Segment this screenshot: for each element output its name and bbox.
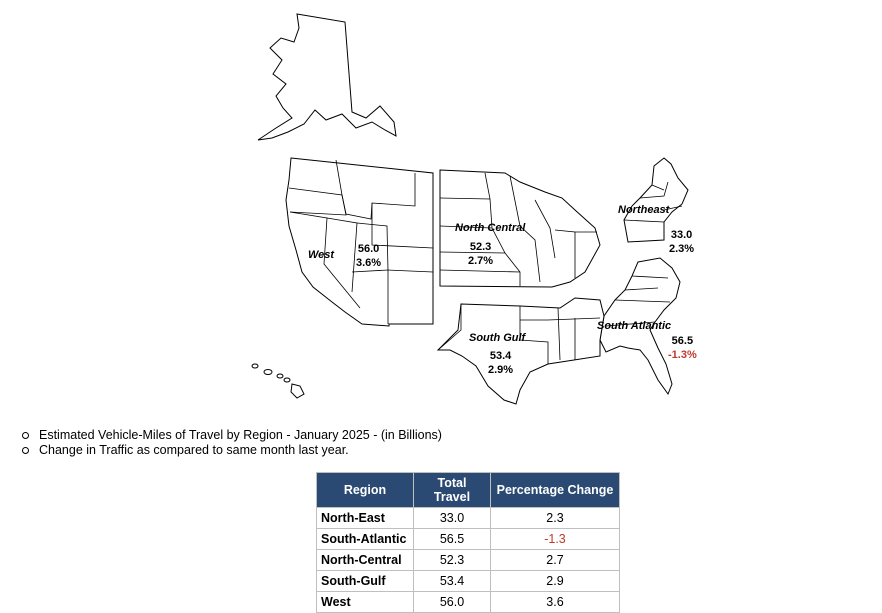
region-value-south-atlantic: 56.5 -1.3% — [668, 334, 697, 362]
region-name-south-gulf: South Gulf — [469, 332, 526, 344]
region-total-west: 56.0 — [357, 243, 380, 255]
cell-region: South-Atlantic — [316, 528, 414, 550]
region-value-south-gulf: 53.4 2.9% — [488, 349, 513, 377]
note-text: Estimated Vehicle-Miles of Travel by Reg… — [39, 428, 442, 442]
region-value-west: 56.0 3.6% — [356, 242, 381, 270]
bullet-icon — [22, 447, 29, 454]
region-change-south-gulf: 2.9% — [488, 364, 514, 376]
table-row: North-East 33.0 2.3 — [316, 507, 620, 529]
cell-region: North-East — [316, 507, 414, 529]
cell-total: 56.0 — [413, 591, 491, 613]
header-region: Region — [316, 472, 414, 508]
region-name-north-central: North Central — [455, 222, 526, 234]
us-regions-map — [251, 13, 689, 405]
header-percentage-change: Percentage Change — [490, 472, 620, 508]
note-text: Change in Traffic as compared to same mo… — [39, 443, 349, 457]
region-name-west: West — [308, 249, 335, 261]
bullet-icon — [22, 432, 29, 439]
cell-region: North-Central — [316, 549, 414, 571]
region-total-north-central: 52.3 — [469, 241, 492, 253]
table-header-row: Region Total Travel Percentage Change — [316, 472, 620, 508]
table-row: North-Central 52.3 2.7 — [316, 549, 620, 571]
region-name-northeast: Northeast — [618, 204, 670, 216]
north-central-region-shape — [439, 169, 601, 288]
table-row: South-Atlantic 56.5 -1.3 — [316, 528, 620, 550]
header-total-travel: Total Travel — [413, 472, 491, 508]
region-change-south-atlantic: -1.3% — [668, 349, 697, 361]
table-row: West 56.0 3.6 — [316, 591, 620, 613]
northeast-region-shape — [623, 157, 689, 243]
cell-change: 2.7 — [490, 549, 620, 571]
region-change-northeast: 2.3% — [669, 243, 695, 255]
cell-change: 3.6 — [490, 591, 620, 613]
west-region-shape — [285, 157, 434, 327]
notes-list: Estimated Vehicle-Miles of Travel by Reg… — [22, 428, 442, 458]
cell-region: South-Gulf — [316, 570, 414, 592]
table-row: South-Gulf 53.4 2.9 — [316, 570, 620, 592]
region-value-northeast: 33.0 2.3% — [669, 228, 694, 256]
alaska-shape — [257, 13, 397, 141]
hawaii-shape — [251, 363, 305, 399]
cell-total: 33.0 — [413, 507, 491, 529]
cell-change: 2.9 — [490, 570, 620, 592]
note-item: Change in Traffic as compared to same mo… — [22, 443, 442, 458]
travel-table: Region Total Travel Percentage Change No… — [316, 472, 620, 613]
cell-total: 53.4 — [413, 570, 491, 592]
cell-total: 56.5 — [413, 528, 491, 550]
region-total-south-atlantic: 56.5 — [671, 335, 694, 347]
south-gulf-region-shape — [436, 297, 605, 405]
cell-region: West — [316, 591, 414, 613]
region-value-north-central: 52.3 2.7% — [468, 240, 493, 268]
region-change-west: 3.6% — [356, 257, 382, 269]
region-change-north-central: 2.7% — [468, 255, 494, 267]
region-total-northeast: 33.0 — [670, 229, 693, 241]
note-item: Estimated Vehicle-Miles of Travel by Reg… — [22, 428, 442, 443]
region-total-south-gulf: 53.4 — [489, 350, 512, 362]
cell-total: 52.3 — [413, 549, 491, 571]
south-atlantic-region-shape — [599, 257, 681, 396]
cell-change: -1.3 — [490, 528, 620, 550]
cell-change: 2.3 — [490, 507, 620, 529]
region-name-south-atlantic: South Atlantic — [597, 320, 672, 332]
